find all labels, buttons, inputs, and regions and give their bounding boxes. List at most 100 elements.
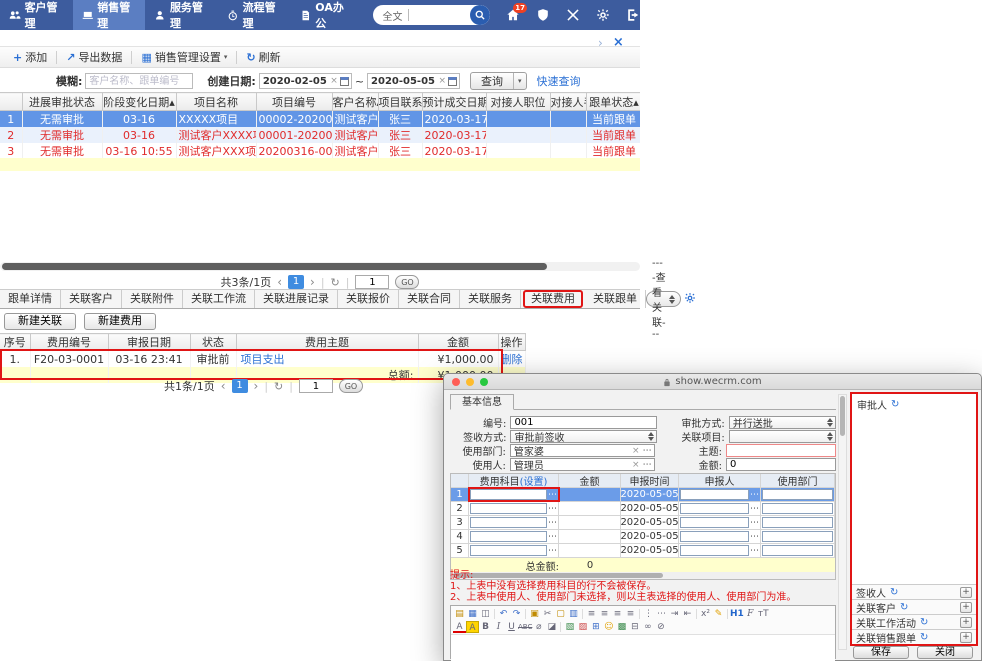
current-page-button[interactable]: 1: [231, 379, 248, 393]
related-activity-section[interactable]: 关联工作活动 ↻ +: [852, 614, 976, 630]
current-page-button[interactable]: 1: [288, 275, 305, 289]
col-customer[interactable]: 客户名称▴: [332, 92, 379, 111]
insert-photo-icon[interactable]: ▩: [617, 621, 627, 632]
ellipsis-picker-icon[interactable]: ⋯: [548, 489, 557, 500]
strikethrough-icon[interactable]: ABC: [518, 622, 533, 631]
expense-subject-link[interactable]: 项目支出: [240, 353, 285, 366]
sales-settings-button[interactable]: ▦ 销售管理设置 ▾: [134, 47, 234, 67]
template-icon[interactable]: ▦: [468, 608, 477, 619]
paste-icon[interactable]: ▣: [530, 608, 539, 619]
reporter-input[interactable]: [680, 517, 749, 528]
nav-item-oa[interactable]: OA办公: [291, 0, 360, 30]
report-time-cell[interactable]: 2020-05-05: [621, 516, 679, 529]
expense-subject-input[interactable]: [470, 489, 547, 500]
sign-mode-select[interactable]: 审批前签收: [510, 430, 657, 444]
align-center-icon[interactable]: ≡: [600, 608, 609, 619]
fuzzy-search-input[interactable]: [85, 73, 194, 89]
grid-row[interactable]: 5 ⋯ 2020-05-05 ⋯: [451, 544, 835, 558]
query-caret[interactable]: ▾: [513, 73, 526, 89]
ellipsis-picker-icon[interactable]: ⋯: [642, 459, 652, 470]
next-page-icon[interactable]: ›: [310, 275, 315, 289]
zoom-window-button[interactable]: [480, 378, 488, 386]
amount-input[interactable]: [726, 458, 836, 471]
table-row[interactable]: 2无需审批03-16测试客户XXXX项目00001-20200316-E测试客户…: [0, 127, 640, 143]
global-search[interactable]: 全文: [373, 5, 491, 25]
font-name-icon[interactable]: F: [747, 608, 754, 619]
settings-button[interactable]: [595, 8, 610, 23]
underline-icon[interactable]: U: [508, 621, 515, 632]
ellipsis-picker-icon[interactable]: ⋯: [548, 517, 557, 528]
remove-format-icon[interactable]: ⌀: [536, 621, 542, 632]
insert-table-icon[interactable]: ⊞: [592, 621, 600, 632]
nav-item-customers[interactable]: 客户管理: [0, 0, 73, 30]
col-approval-status[interactable]: 进展审批状态: [22, 92, 103, 111]
tab-related-service[interactable]: 关联服务: [460, 290, 521, 308]
scrollbar-thumb[interactable]: [453, 573, 663, 578]
italic-icon[interactable]: I: [496, 621, 501, 632]
paste-word-icon[interactable]: ▥: [569, 608, 578, 619]
col-mobile[interactable]: 对接人手机: [550, 92, 587, 111]
use-dept-input[interactable]: [762, 489, 833, 500]
query-button[interactable]: 查询 ▾: [470, 72, 527, 90]
tab-related-workflow[interactable]: 关联工作流: [183, 290, 255, 308]
use-user-picker[interactable]: 管理员 × ⋯: [509, 458, 655, 472]
copy-icon[interactable]: ▢: [556, 608, 565, 619]
close-window-button[interactable]: [452, 378, 460, 386]
ellipsis-picker-icon[interactable]: ⋯: [548, 531, 557, 542]
use-dept-input[interactable]: [762, 545, 833, 556]
add-button[interactable]: + 添加: [6, 47, 54, 67]
related-sales-follow-section[interactable]: 关联销售跟单 ↻ +: [852, 629, 976, 645]
reload-icon[interactable]: ↻: [330, 275, 340, 289]
prev-page-icon[interactable]: ‹: [220, 379, 226, 393]
refresh-icon[interactable]: ↻: [900, 601, 909, 613]
next-page-icon[interactable]: ›: [253, 379, 259, 393]
tab-related-progress[interactable]: 关联进展记录: [255, 290, 338, 308]
dialog-vertical-scrollbar[interactable]: [838, 394, 847, 650]
ellipsis-picker-icon[interactable]: ⋯: [750, 545, 759, 556]
refresh-icon[interactable]: ↻: [891, 399, 900, 410]
calendar-icon[interactable]: [339, 76, 349, 86]
expense-subject-input[interactable]: [470, 503, 547, 514]
signer-section[interactable]: 签收人 ↻ +: [852, 584, 976, 600]
nav-item-service[interactable]: 服务管理: [145, 0, 218, 30]
col-stage-date[interactable]: 阶段变化日期▴: [102, 92, 177, 111]
scrollbar-thumb[interactable]: [2, 263, 547, 270]
use-dept-input[interactable]: [762, 517, 833, 528]
tab-settings-button[interactable]: [684, 292, 696, 307]
reporter-input[interactable]: [680, 489, 749, 500]
related-customer-section[interactable]: 关联客户 ↻ +: [852, 599, 976, 615]
outdent-icon[interactable]: ⇤: [683, 608, 692, 619]
grid-row[interactable]: 3 ⋯ 2020-05-05 ⋯: [451, 516, 835, 530]
col-rownum[interactable]: [0, 92, 23, 111]
close-tab-icon[interactable]: ×: [612, 35, 624, 50]
report-time-cell[interactable]: 2020-05-05: [621, 502, 679, 515]
ellipsis-picker-icon[interactable]: ⋯: [750, 489, 759, 500]
tab-related-customer[interactable]: 关联客户: [61, 290, 122, 308]
go-button[interactable]: GO: [338, 379, 363, 393]
ellipsis-picker-icon[interactable]: ⋯: [750, 503, 759, 514]
col-position[interactable]: 对接人职位: [486, 92, 551, 111]
col-project-name[interactable]: 项目名称: [176, 92, 257, 111]
text-color-icon[interactable]: A: [453, 621, 466, 633]
dialog-titlebar[interactable]: show.wecrm.com: [444, 374, 981, 390]
report-time-cell[interactable]: 2020-05-05: [621, 530, 679, 543]
tab-related-attachment[interactable]: 关联附件: [122, 290, 183, 308]
preview-icon[interactable]: ◫: [481, 608, 490, 619]
clear-icon[interactable]: ×: [438, 76, 447, 86]
go-button[interactable]: GO: [395, 275, 420, 289]
delete-link[interactable]: 删除: [500, 353, 523, 366]
editor-content-area[interactable]: [451, 635, 835, 661]
align-justify-icon[interactable]: ≡: [626, 608, 635, 619]
clear-icon[interactable]: ×: [632, 459, 640, 470]
tools-button[interactable]: [565, 8, 580, 23]
ellipsis-picker-icon[interactable]: ⋯: [642, 445, 652, 456]
collapse-arrow-icon[interactable]: ›: [598, 36, 603, 50]
reporter-input[interactable]: [680, 503, 749, 514]
approve-mode-select[interactable]: 并行送批: [728, 416, 836, 430]
undo-icon[interactable]: ↶: [499, 608, 508, 619]
expense-subject-input[interactable]: [470, 517, 547, 528]
indent-icon[interactable]: ⇥: [670, 608, 679, 619]
report-time-cell[interactable]: 2020-05-05: [621, 488, 679, 501]
align-left-icon[interactable]: ≡: [587, 608, 596, 619]
superscript-icon[interactable]: x²: [701, 608, 710, 619]
